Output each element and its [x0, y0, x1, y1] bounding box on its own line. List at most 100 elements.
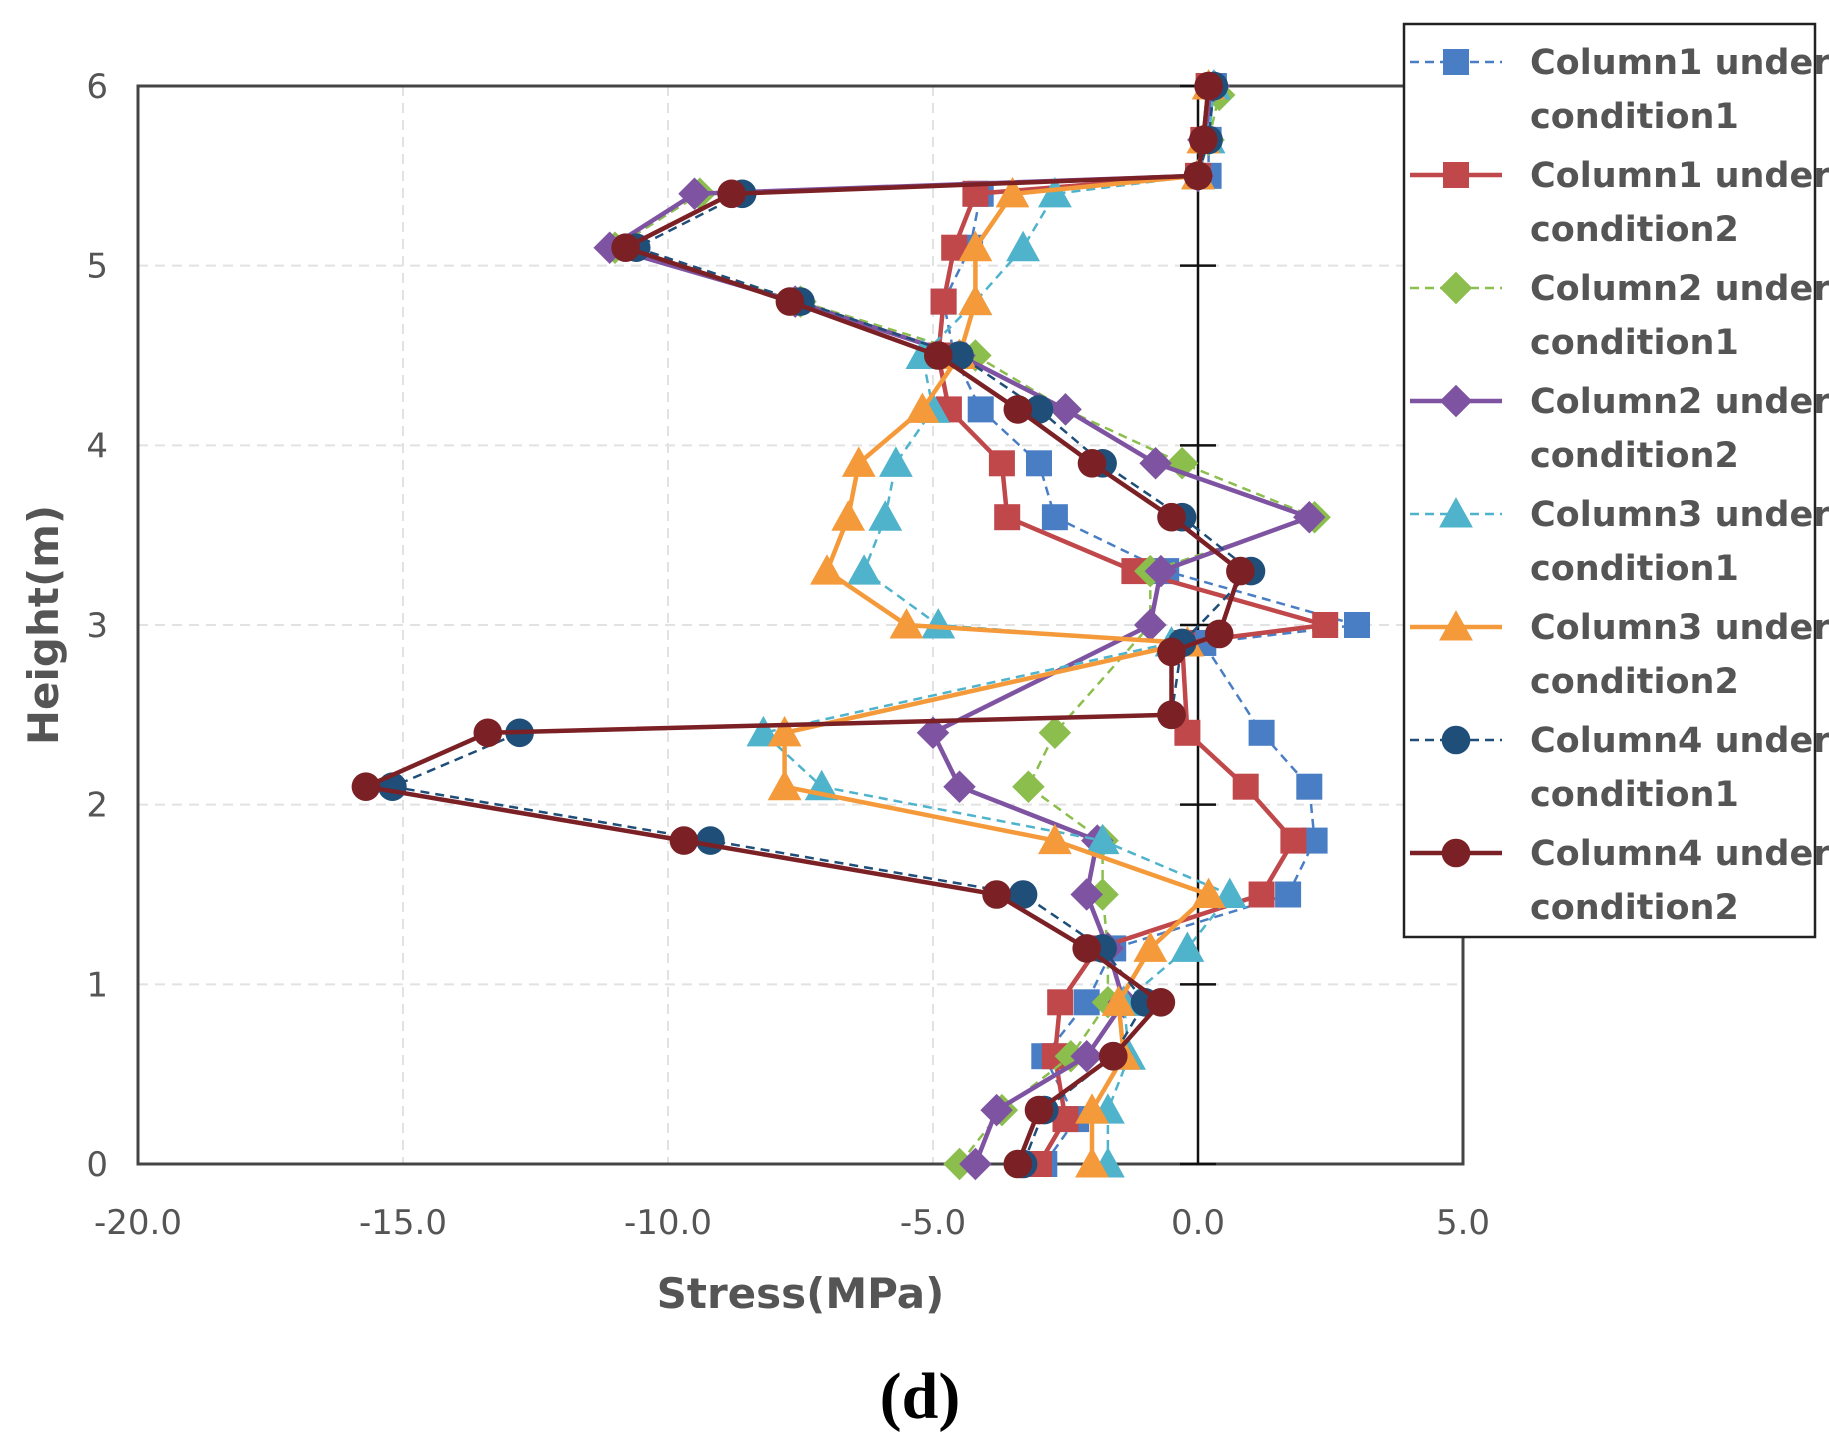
- data-point: [841, 446, 876, 477]
- data-point: [1157, 700, 1186, 730]
- data-point: [994, 504, 1021, 531]
- data-point: [1144, 554, 1178, 588]
- data-point: [995, 176, 1030, 208]
- data-point: [1183, 161, 1213, 191]
- series: [351, 69, 1370, 1181]
- legend-label: Column4 under: [1530, 721, 1829, 761]
- data-point: [1194, 71, 1223, 101]
- data-point: [1134, 608, 1167, 642]
- legend-label: condition1: [1530, 775, 1739, 815]
- legend-label: Column3 under: [1530, 495, 1829, 535]
- data-point: [958, 284, 993, 316]
- data-point: [1038, 823, 1072, 855]
- series-line: [782, 85, 1211, 1164]
- y-tick-label: 3: [86, 606, 108, 646]
- data-point: [1248, 719, 1275, 746]
- data-point: [1072, 934, 1101, 963]
- x-axis-title: Stress(MPa): [657, 1269, 945, 1318]
- y-axis-title: Height(m): [19, 505, 68, 745]
- legend-label: Column4 under: [1530, 834, 1829, 874]
- y-tick-label: 4: [86, 426, 108, 466]
- data-point: [1157, 637, 1186, 667]
- data-point: [717, 179, 746, 209]
- data-point: [1038, 716, 1072, 750]
- legend-swatch-marker: [1439, 384, 1473, 418]
- data-point: [889, 608, 924, 639]
- legend-label: condition2: [1530, 662, 1739, 702]
- data-point: [967, 396, 994, 423]
- data-point: [1024, 395, 1054, 424]
- data-point: [1038, 176, 1072, 208]
- legend-label: condition1: [1530, 549, 1739, 589]
- data-point: [767, 715, 802, 747]
- data-point: [1008, 880, 1038, 909]
- panel-label: (d): [880, 1360, 961, 1433]
- data-point: [1139, 447, 1172, 480]
- x-tick-label: -15.0: [359, 1203, 447, 1243]
- data-point: [1085, 823, 1120, 855]
- data-point: [921, 608, 956, 639]
- data-point: [1024, 1095, 1054, 1125]
- data-point: [1146, 988, 1176, 1017]
- data-point: [1157, 502, 1186, 532]
- data-point: [1204, 619, 1234, 649]
- data-point: [1212, 877, 1247, 909]
- legend-label: condition2: [1530, 888, 1739, 928]
- data-point: [1077, 449, 1107, 478]
- y-tick-label: 1: [86, 965, 108, 1005]
- legend-label: condition1: [1530, 323, 1739, 363]
- legend-label: Column2 under: [1530, 382, 1829, 422]
- data-point: [351, 772, 381, 801]
- data-point: [1075, 1093, 1109, 1124]
- data-point: [1003, 395, 1033, 424]
- data-point: [678, 177, 711, 211]
- data-point: [1248, 881, 1275, 908]
- x-tick-label: 0.0: [1171, 1203, 1225, 1243]
- data-point: [980, 1093, 1013, 1127]
- legend-swatch-marker: [1439, 271, 1473, 305]
- data-point: [958, 230, 993, 262]
- data-point: [1344, 612, 1370, 638]
- legend-swatch-marker: [1441, 838, 1471, 868]
- data-point: [943, 770, 976, 803]
- data-point: [1070, 878, 1103, 911]
- x-tick-label: -10.0: [624, 1203, 712, 1243]
- legend-swatch-marker: [1439, 610, 1473, 641]
- legend: Column1 under condition1 Column1 under cond…: [1402, 22, 1829, 939]
- series-8: [351, 71, 1255, 1179]
- data-point: [879, 446, 913, 477]
- data-point: [847, 554, 881, 585]
- data-point: [1293, 500, 1326, 534]
- legend-label: Column2 under: [1530, 269, 1829, 309]
- data-point: [1226, 556, 1255, 586]
- data-point: [611, 233, 640, 262]
- legend-swatch-marker: [1439, 497, 1473, 528]
- legend-label: condition2: [1530, 436, 1739, 476]
- data-point: [868, 500, 903, 531]
- legend-swatch-marker: [1443, 162, 1469, 188]
- series-line: [613, 94, 1316, 1165]
- data-point: [1191, 877, 1226, 909]
- data-point: [1189, 125, 1218, 155]
- data-point: [775, 287, 805, 316]
- legend-swatch-marker: [1441, 725, 1471, 755]
- data-point: [924, 341, 953, 370]
- legend-label: condition1: [1530, 97, 1739, 137]
- data-point: [831, 500, 866, 531]
- y-tick-label: 2: [86, 786, 108, 826]
- data-point: [1026, 450, 1052, 477]
- data-point: [1170, 931, 1205, 962]
- legend-label: condition2: [1530, 210, 1739, 250]
- series-line: [762, 85, 1232, 1164]
- x-tick-label: -20.0: [94, 1203, 182, 1243]
- grid: [138, 86, 1463, 1164]
- data-point: [669, 826, 699, 855]
- x-tick-label: 5.0: [1436, 1203, 1490, 1243]
- data-point: [746, 715, 781, 747]
- data-point: [473, 718, 503, 748]
- data-point: [1006, 230, 1040, 262]
- data-point: [1003, 1149, 1033, 1179]
- data-point: [1280, 827, 1307, 854]
- data-point: [1049, 393, 1082, 426]
